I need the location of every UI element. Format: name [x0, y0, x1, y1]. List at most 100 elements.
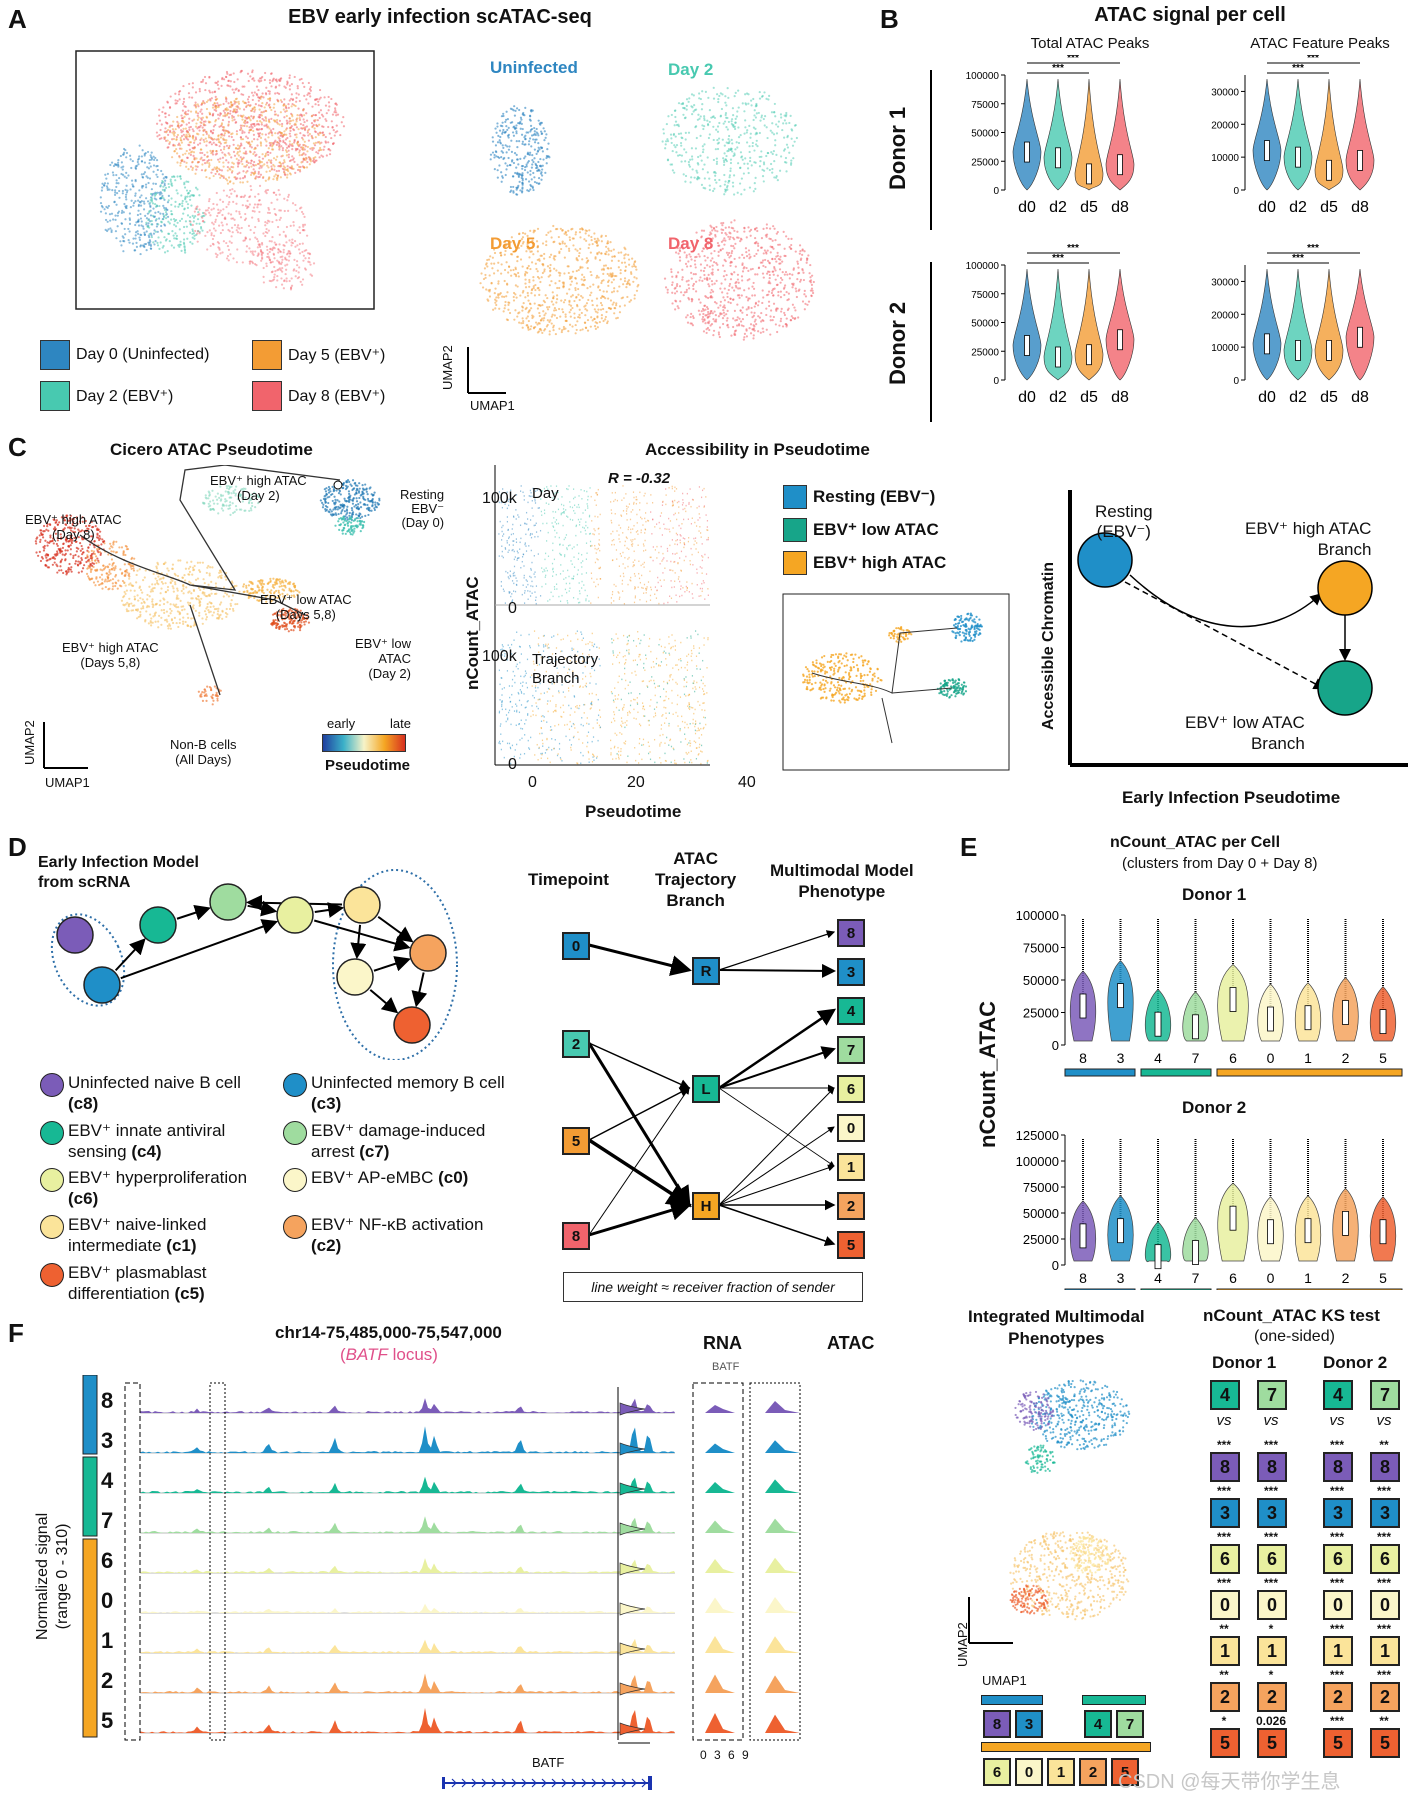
xtick: d0 [1258, 389, 1276, 406]
node-c5 [393, 1006, 431, 1044]
track-signal [140, 1638, 675, 1653]
track-2 [140, 1673, 800, 1696]
mini-resting [951, 612, 983, 643]
xtick-cluster: 8 [1079, 1050, 1087, 1066]
legend-high: EBV⁺ high ATAC [783, 551, 946, 575]
violin-box [1117, 329, 1123, 351]
ks-box-6: 6 [1323, 1544, 1353, 1574]
group-bar-uninfected [1064, 1068, 1136, 1077]
violin-shape [1012, 268, 1042, 381]
legend-resting: Resting (EBV⁻) [783, 485, 935, 509]
network-edge [247, 900, 278, 917]
annot-high-day8: EBV⁺ high ATAC (Day 8) [25, 512, 122, 542]
xtick-cluster: 2 [1342, 1270, 1350, 1286]
umap-cloud-d0 [99, 144, 170, 256]
sankey-flow [587, 930, 837, 1247]
violin-box [1379, 1219, 1387, 1245]
violin-shape [1252, 268, 1282, 381]
xtick: d0 [1018, 389, 1036, 406]
col-timepoint: Timepoint [528, 870, 609, 889]
phenotype-box-6: 6 [837, 1075, 865, 1103]
ytick: 50000 [971, 129, 999, 140]
ks-box-3: 3 [1210, 1498, 1240, 1528]
traj-high58 [120, 559, 241, 630]
umap-uninfected-label: Uninfected [490, 58, 578, 77]
network-edge [114, 938, 146, 972]
plot-day-label: Day [532, 485, 559, 502]
xtick-cluster: 2 [1342, 1050, 1350, 1066]
traj-day8 [34, 514, 106, 576]
rna-ticks: 0 3 6 9 [700, 1748, 751, 1762]
group-bar-high [1216, 1288, 1403, 1290]
panel-a-title: EBV early infection scATAC-seq [288, 6, 592, 28]
legend-dot-c0 [283, 1168, 307, 1192]
violin-box [1295, 340, 1301, 361]
node-c4 [139, 906, 177, 944]
bar-high [981, 1742, 1151, 1752]
legend-text-c0: EBV⁺ AP-eMBC (c0) [311, 1168, 469, 1187]
annot-resting: Resting EBV⁻ (Day 0) [400, 487, 445, 530]
legend-day2-swatch [40, 381, 70, 411]
node-c3 [83, 966, 121, 1004]
sig-star: *** [1292, 253, 1304, 264]
ks-donor2: Donor 2 [1323, 1353, 1388, 1372]
node-c6 [276, 896, 314, 934]
bar-low [1082, 1695, 1146, 1705]
track-label-3: 3 [101, 1428, 114, 1453]
ks-vs: vs [1329, 1412, 1345, 1429]
node-resting [1077, 532, 1133, 588]
violin-d1-feature: 30000 20000 10000 0 d0 d2 d5 d8 ****** [1211, 55, 1375, 216]
ytick: 100000 [1016, 908, 1059, 923]
ytick: 75000 [1023, 941, 1059, 956]
rna-violin [619, 1722, 646, 1736]
rna-violin [619, 1402, 646, 1416]
track-label-1: 1 [101, 1628, 114, 1653]
legend-dot-c3 [283, 1073, 307, 1097]
bottom-box-0: 0 [1015, 1758, 1043, 1786]
violin-shape [1105, 78, 1135, 191]
flow-edge [718, 1008, 837, 1090]
legend-dot-c2 [283, 1215, 307, 1239]
track-signal [140, 1516, 675, 1533]
network-edge [314, 902, 345, 918]
schema-high-label: EBV⁺ high ATAC Branch [1245, 519, 1372, 559]
track-signal [140, 1603, 675, 1613]
atac-title: ATAC [827, 1333, 875, 1353]
panel-e-donor1: Donor 1 [1182, 885, 1247, 904]
ks-sig: * [1221, 1714, 1227, 1728]
ks-donor1: Donor 1 [1212, 1353, 1277, 1372]
violin-d1-total: 100000 75000 50000 25000 0 d0 d2 d5 d8 ****** [966, 55, 1135, 216]
ks-box-5: 5 [1370, 1728, 1400, 1758]
ks-sig: ** [1379, 1438, 1389, 1452]
umap-y-label: UMAP2 [440, 345, 455, 390]
rna-title: RNA [703, 1333, 742, 1353]
annot-low-day58: EBV⁺ low ATAC (Days 5,8) [260, 592, 352, 622]
ytick: 30000 [1211, 277, 1239, 288]
violin-box [1295, 146, 1301, 168]
xtick: d8 [1111, 389, 1129, 406]
genome-tracks [82, 1375, 801, 1744]
flow-edge [588, 1138, 692, 1207]
node-c1 [343, 886, 381, 924]
ks-sig: *** [1329, 1576, 1344, 1590]
pseudo-axes [494, 465, 710, 766]
network-edge [176, 905, 211, 921]
ytick: 75000 [971, 290, 999, 301]
int-memory [1030, 1379, 1131, 1451]
violin-shape [1074, 78, 1104, 191]
branch-box-R: R [692, 957, 720, 985]
pseudotime-scatter [494, 465, 710, 766]
atac-zoom-a [695, 1597, 735, 1613]
ks-sig: * [1268, 1668, 1274, 1682]
xtick: d5 [1080, 199, 1098, 216]
violin-shape [1314, 78, 1344, 191]
donor1-bar [930, 70, 932, 230]
rna-gene-label: BATF [712, 1361, 740, 1373]
legend-day0-swatch [40, 340, 70, 370]
ytick: 50000 [971, 319, 999, 330]
ks-sig: ** [1379, 1714, 1389, 1728]
ks-sig: *** [1263, 1530, 1278, 1544]
pseudotime-xlabel: Pseudotime [585, 802, 682, 821]
flow-edge [718, 930, 836, 971]
highlight-a [124, 1382, 141, 1741]
